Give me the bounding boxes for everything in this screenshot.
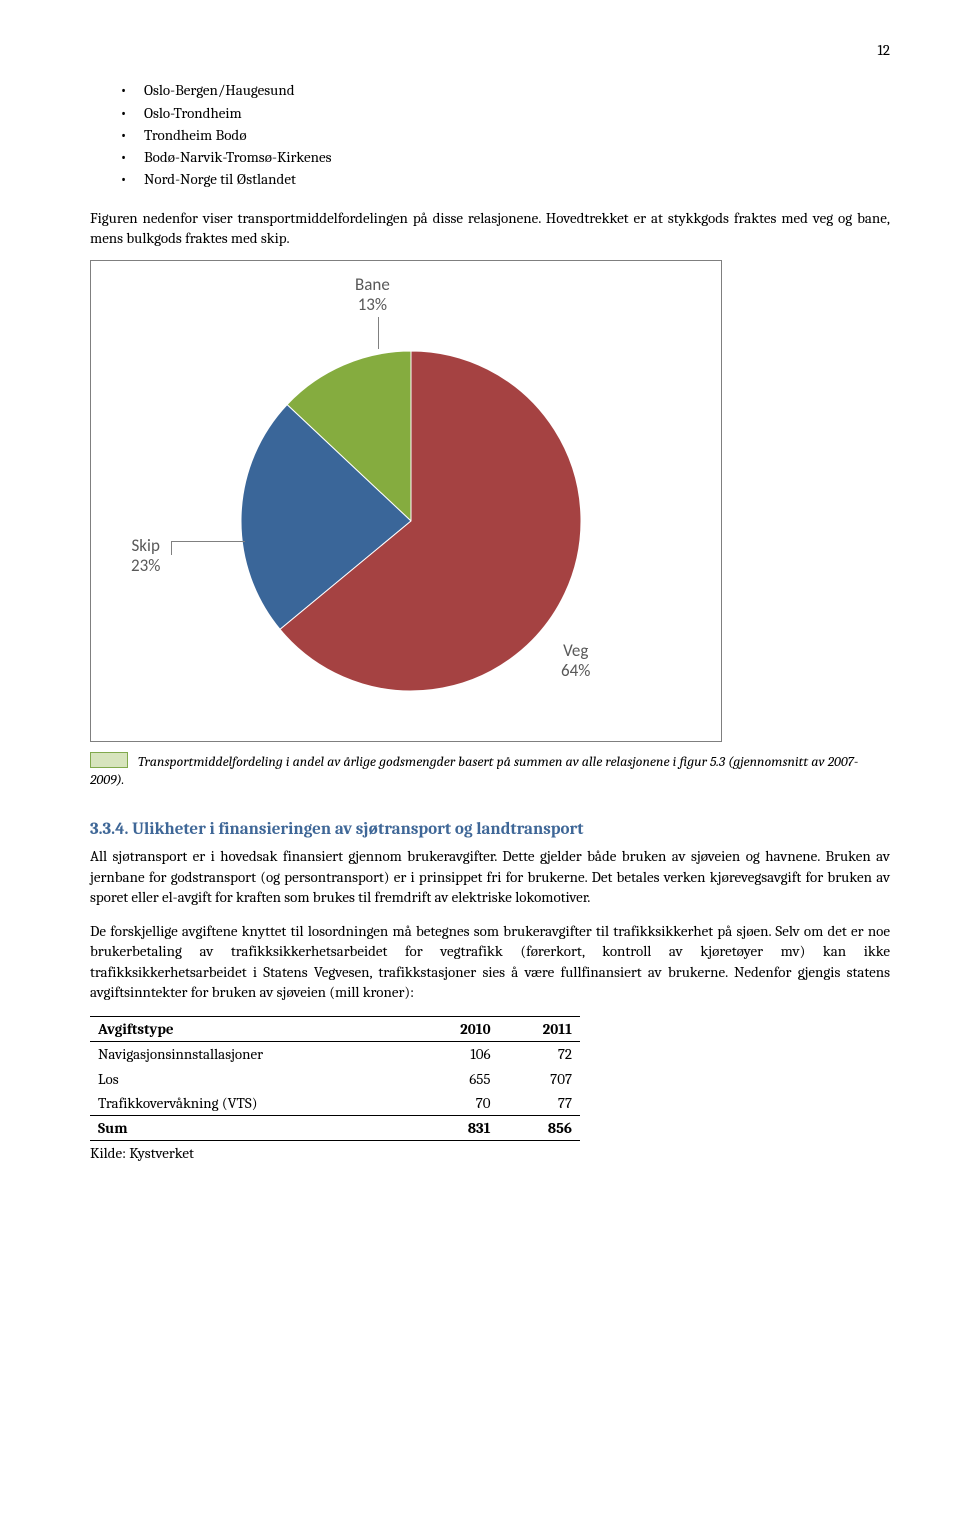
table-row: Los 655 707 — [90, 1067, 580, 1091]
pie-label-skip-name: Skip — [132, 535, 160, 556]
chart-caption: Transportmiddelfordeling i andel av årli… — [90, 752, 890, 789]
list-item: Trondheim Bodø — [120, 125, 890, 145]
table-cell: Navigasjonsinnstallasjoner — [90, 1042, 415, 1067]
table-cell: 77 — [499, 1091, 580, 1116]
table-row: Trafikkovervåkning (VTS) 70 77 — [90, 1091, 580, 1116]
pie-label-skip: Skip 23% — [131, 536, 160, 575]
table-cell: Los — [90, 1067, 415, 1091]
table-cell-sum-label: Sum — [90, 1116, 415, 1141]
table-cell: 655 — [415, 1067, 498, 1091]
table-cell-sum-2010: 831 — [415, 1116, 498, 1141]
pie-label-bane-name: Bane — [355, 274, 390, 295]
table-sum-row: Sum 831 856 — [90, 1116, 580, 1141]
col-header-type: Avgiftstype — [90, 1017, 415, 1042]
list-item: Oslo-Bergen/Haugesund — [120, 80, 890, 100]
table-row: Navigasjonsinnstallasjoner 106 72 — [90, 1042, 580, 1067]
caption-text: Transportmiddelfordeling i andel av årli… — [90, 753, 858, 788]
pie-label-bane-pct: 13% — [358, 294, 387, 315]
intro-paragraph: Figuren nedenfor viser transportmiddelfo… — [90, 208, 890, 249]
leader-line — [171, 541, 245, 542]
table-cell: 70 — [415, 1091, 498, 1116]
pie-label-skip-pct: 23% — [131, 555, 160, 576]
paragraph-1: All sjøtransport er i hovedsak finansier… — [90, 846, 890, 907]
fees-table: Avgiftstype 2010 2011 Navigasjonsinnstal… — [90, 1016, 580, 1141]
table-source: Kilde: Kystverket — [90, 1143, 890, 1163]
pie-svg — [91, 261, 721, 741]
table-cell-sum-2011: 856 — [499, 1116, 580, 1141]
pie-chart: Bane 13% Skip 23% Veg 64% — [90, 260, 722, 742]
list-item: Oslo-Trondheim — [120, 103, 890, 123]
table-header-row: Avgiftstype 2010 2011 — [90, 1017, 580, 1042]
leader-line — [171, 541, 172, 555]
paragraph-2: De forskjellige avgiftene knyttet til lo… — [90, 921, 890, 1002]
col-header-2011: 2011 — [499, 1017, 580, 1042]
section-heading: 3.3.4. Ulikheter i finansieringen av sjø… — [90, 819, 890, 842]
table-cell: 707 — [499, 1067, 580, 1091]
table-cell: Trafikkovervåkning (VTS) — [90, 1091, 415, 1116]
table-cell: 72 — [499, 1042, 580, 1067]
table-cell: 106 — [415, 1042, 498, 1067]
list-item: Bodø-Narvik-Tromsø-Kirkenes — [120, 147, 890, 167]
pie-label-veg: Veg 64% — [561, 641, 590, 680]
leader-line — [378, 317, 379, 349]
caption-marker-icon — [90, 752, 128, 768]
bullet-list: Oslo-Bergen/Haugesund Oslo-Trondheim Tro… — [90, 80, 890, 189]
list-item: Nord-Norge til Østlandet — [120, 169, 890, 189]
col-header-2010: 2010 — [415, 1017, 498, 1042]
page-number: 12 — [90, 40, 890, 60]
pie-label-veg-pct: 64% — [561, 660, 590, 681]
pie-label-veg-name: Veg — [563, 640, 588, 661]
pie-label-bane: Bane 13% — [355, 275, 390, 314]
